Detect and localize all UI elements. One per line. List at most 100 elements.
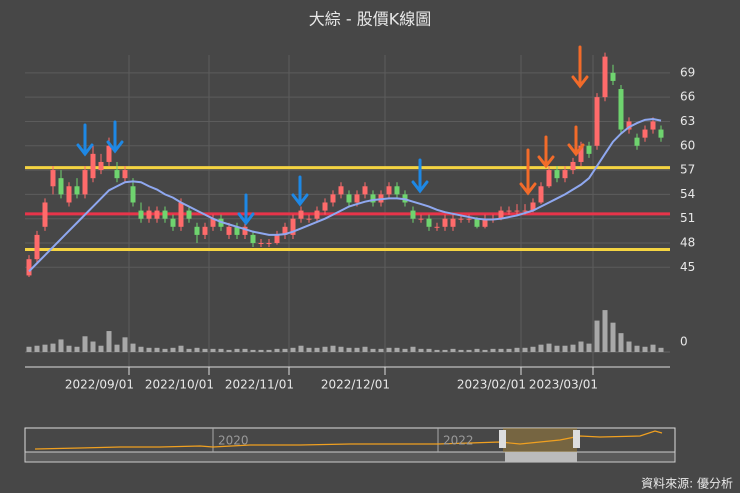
candle-body <box>394 186 400 195</box>
navigator-label: 2020 <box>218 434 249 448</box>
candle-body <box>426 218 432 227</box>
volume-bar <box>434 349 440 352</box>
candle-body <box>498 210 504 219</box>
y-tick-label: 63 <box>680 114 695 128</box>
candle-body <box>250 234 256 243</box>
volume-bar <box>466 349 472 352</box>
candle-body <box>546 170 552 187</box>
volume-bar <box>538 344 544 352</box>
candle-body <box>130 186 136 203</box>
volume-bar <box>546 343 552 352</box>
navigator-handle[interactable] <box>499 430 506 448</box>
candle-body <box>322 202 328 211</box>
candle-body <box>314 210 320 219</box>
candle-body <box>354 194 360 203</box>
volume-bar <box>594 320 600 352</box>
y-tick-label: 66 <box>680 90 695 104</box>
volume-bar <box>234 348 240 352</box>
volume-bar <box>586 343 592 352</box>
candle-body <box>626 121 632 130</box>
x-tick-label: 2023/03/01 <box>529 378 598 392</box>
candle-body <box>434 226 440 228</box>
candle-body <box>162 210 168 219</box>
volume-bar <box>650 344 656 352</box>
volume-bar <box>210 348 216 352</box>
candle-body <box>114 170 120 179</box>
volume-bar <box>194 347 200 352</box>
volume-bar <box>626 341 632 352</box>
x-tick-label: 2022/10/01 <box>145 378 214 392</box>
y-tick-label: 60 <box>680 138 695 152</box>
candle-body <box>234 226 240 235</box>
volume-bar <box>354 347 360 352</box>
moving-average <box>28 118 662 273</box>
candle-body <box>34 234 40 260</box>
volume-bar <box>610 322 616 352</box>
candle-body <box>610 72 616 81</box>
candle-body <box>58 178 64 195</box>
chart-title: 大綜 - 股價K線圖 <box>309 10 431 29</box>
volume-bar <box>634 345 640 352</box>
volume-bar <box>154 347 160 352</box>
y-tick-label: 48 <box>680 236 695 250</box>
candle-body <box>538 186 544 203</box>
volume-bar <box>498 348 504 352</box>
candle-body <box>506 210 512 212</box>
navigator-selection <box>503 428 577 452</box>
candle-body <box>298 210 304 219</box>
volume-bar <box>258 349 264 352</box>
candle-body <box>138 210 144 219</box>
candle-body <box>106 145 112 162</box>
candle-body <box>194 226 200 235</box>
arrows <box>76 45 589 226</box>
candle-body <box>570 161 576 171</box>
volume-bar <box>602 310 608 352</box>
volume-bar <box>122 337 128 352</box>
navigator-line <box>34 430 663 450</box>
volume-bar <box>658 347 664 352</box>
volume-bar <box>98 345 104 352</box>
candle-body <box>410 210 416 219</box>
candle-body <box>90 153 96 179</box>
candle-body <box>362 186 368 195</box>
candle-body <box>26 259 32 276</box>
volume-bar <box>306 347 312 352</box>
candle-body <box>226 226 232 235</box>
candle-body <box>290 218 296 235</box>
volume-bar <box>90 341 96 352</box>
volume-bar <box>490 348 496 352</box>
candle-body <box>170 218 176 227</box>
volume-bar <box>170 347 176 352</box>
volume-bar <box>522 347 528 352</box>
volume-bar <box>106 331 112 352</box>
volume-bar <box>50 343 56 352</box>
x-tick-label: 2023/02/01 <box>457 378 526 392</box>
y-tick-label: 69 <box>680 65 695 79</box>
volume-bar <box>402 348 408 352</box>
volume-bar <box>218 348 224 352</box>
x-tick-label: 2022/09/01 <box>65 378 134 392</box>
candle-body <box>82 170 88 195</box>
candle-body <box>258 243 264 244</box>
volume-bar <box>514 347 520 352</box>
candle-body <box>330 194 336 203</box>
candle-body <box>530 202 536 211</box>
candle-body <box>586 145 592 154</box>
volume-bar <box>138 346 144 352</box>
navigator-label: 2022 <box>443 434 474 448</box>
volume-bar <box>314 347 320 352</box>
candle-body <box>386 186 392 195</box>
volume-bar <box>26 346 32 352</box>
candle-body <box>370 194 376 203</box>
candle-body <box>658 129 664 138</box>
candle-body <box>98 161 104 171</box>
navigator-handle[interactable] <box>573 430 580 448</box>
volume-bar <box>42 344 48 352</box>
candle-body <box>74 186 80 195</box>
candle-body <box>66 186 72 203</box>
volume-bar <box>346 347 352 352</box>
candle-body <box>602 56 608 98</box>
volume-bar <box>282 348 288 352</box>
volume-bar <box>378 348 384 352</box>
